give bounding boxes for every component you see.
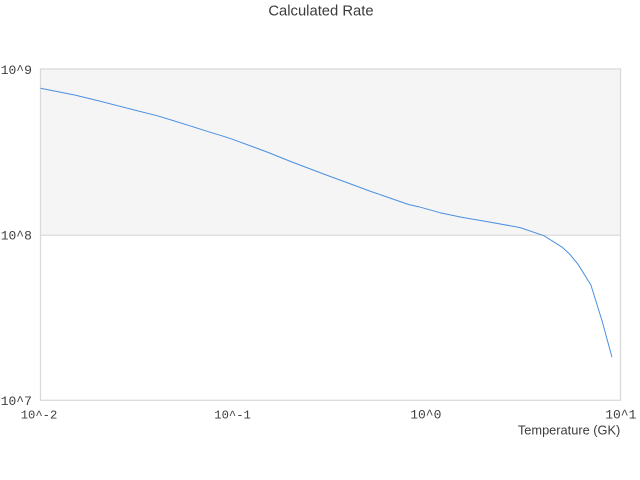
svg-text:10^1: 10^1 [605, 408, 636, 423]
svg-text:Temperature (GK): Temperature (GK) [518, 423, 620, 438]
svg-text:10^8: 10^8 [1, 228, 32, 243]
svg-text:10^-1: 10^-1 [214, 409, 251, 423]
svg-text:10^-2: 10^-2 [21, 409, 58, 423]
svg-text:10^0: 10^0 [410, 408, 441, 423]
svg-text:10^7: 10^7 [1, 394, 32, 409]
svg-text:Calculated Rate: Calculated Rate [268, 4, 373, 20]
svg-text:10^9: 10^9 [1, 63, 32, 78]
